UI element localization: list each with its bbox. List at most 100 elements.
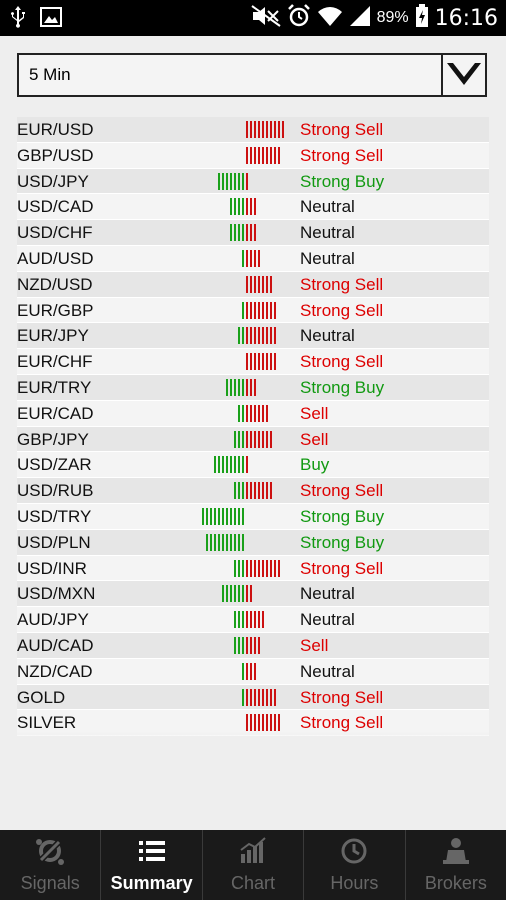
sell-bar [266, 430, 268, 448]
symbol-label: SILVER [17, 713, 77, 733]
sell-bar [282, 121, 284, 138]
sell-bar [266, 275, 268, 293]
buy-bar [234, 224, 236, 242]
list-item[interactable]: GBP/JPY Sell [17, 426, 489, 453]
list-item[interactable]: EUR/TRY Strong Buy [17, 374, 489, 401]
buy-bar [210, 507, 212, 525]
symbol-label: USD/RUB [17, 481, 94, 501]
signal-label: Strong Buy [300, 506, 385, 526]
symbol-label: USD/INR [17, 558, 87, 578]
list-item[interactable]: EUR/JPY Neutral [17, 323, 489, 350]
sell-bar [270, 353, 272, 371]
list-item[interactable]: NZD/CAD Neutral [17, 658, 489, 685]
list-item[interactable]: EUR/USD Strong Sell [17, 117, 489, 143]
timeframe-dropdown[interactable]: 5 Min [17, 53, 487, 97]
sell-bar [250, 121, 252, 138]
signal-label: Sell [300, 635, 329, 655]
tab-signals[interactable]: Signals [0, 830, 102, 900]
signal-strength-bars [246, 275, 272, 293]
sell-bar [270, 327, 272, 345]
list-item[interactable]: USD/JPY Strong Buy [17, 168, 489, 195]
sell-bar [262, 404, 264, 422]
buy-bar [230, 378, 232, 396]
list-item[interactable]: EUR/GBP Strong Sell [17, 297, 489, 324]
list-item[interactable]: AUD/CAD Sell [17, 632, 489, 659]
tab-brokers[interactable]: Brokers [406, 830, 506, 900]
list-item[interactable]: USD/CAD Neutral [17, 194, 489, 221]
sell-bar [250, 404, 252, 422]
signal-label: Neutral [300, 610, 355, 630]
list-item[interactable]: NZD/USD Strong Sell [17, 271, 489, 298]
list-item[interactable]: EUR/CAD Sell [17, 400, 489, 427]
sell-bar [250, 714, 252, 732]
sell-bar [262, 327, 264, 345]
sell-bar [246, 121, 248, 138]
list-item[interactable]: EUR/CHF Strong Sell [17, 349, 489, 375]
buy-bar [226, 378, 228, 396]
usb-icon [10, 6, 26, 33]
signal-strength-bars [230, 224, 256, 242]
sell-bar [266, 559, 268, 577]
symbol-label: USD/JPY [17, 171, 89, 191]
list-item[interactable]: USD/MXN Neutral [17, 581, 489, 608]
signal-strength-bars [226, 378, 256, 396]
list-item[interactable]: USD/RUB Strong Sell [17, 478, 489, 504]
symbol-label: GOLD [17, 687, 66, 707]
buy-bar [214, 456, 216, 474]
buy-bar [238, 585, 240, 603]
tab-chart[interactable]: Chart [203, 830, 305, 900]
list-item[interactable]: USD/PLN Strong Buy [17, 529, 489, 556]
list-item[interactable]: GBP/USD Strong Sell [17, 142, 489, 169]
sell-bar [274, 146, 276, 164]
list-item[interactable]: USD/CHF Neutral [17, 220, 489, 246]
sell-bar [254, 559, 256, 577]
list-item[interactable]: USD/INR Strong Sell [17, 555, 489, 582]
buy-bar [222, 172, 224, 190]
buy-bar [206, 533, 208, 551]
sell-bar [254, 378, 256, 396]
symbol-label: USD/CHF [17, 223, 93, 243]
sell-bar [250, 585, 252, 603]
buy-bar [238, 611, 240, 629]
sell-bar [262, 275, 264, 293]
buy-bar [226, 585, 228, 603]
sell-bar [246, 688, 248, 706]
list-item[interactable]: AUD/USD Neutral [17, 245, 489, 272]
sell-bar [254, 121, 256, 138]
wifi-icon [317, 5, 343, 32]
list-item[interactable]: AUD/JPY Neutral [17, 607, 489, 633]
sell-bar [274, 559, 276, 577]
image-icon [40, 7, 62, 32]
signal-strength-bars [214, 456, 248, 474]
list-item[interactable]: USD/TRY Strong Buy [17, 503, 489, 530]
tab-hours[interactable]: Hours [304, 830, 406, 900]
buy-bar [222, 456, 224, 474]
signal-label: Neutral [300, 223, 355, 243]
sell-bar [258, 146, 260, 164]
sell-bar [250, 327, 252, 345]
buy-bar [242, 456, 244, 474]
list-item[interactable]: USD/ZAR Buy [17, 452, 489, 479]
signal-summary-list[interactable]: EUR/USD Strong Sell GBP/USD Strong Sell USD/… [17, 117, 489, 741]
sell-bar [246, 378, 248, 396]
symbol-label: AUD/CAD [17, 635, 94, 655]
buy-bar [238, 172, 240, 190]
signal-label: Strong Sell [300, 274, 384, 294]
sell-bar [246, 249, 248, 267]
battery-percent: 89% [376, 9, 409, 26]
signal-label: Strong Sell [300, 145, 384, 165]
sell-bar [262, 611, 264, 629]
tab-summary[interactable]: Summary [101, 830, 203, 900]
sell-bar [250, 559, 252, 577]
dropdown-toggle[interactable] [441, 55, 485, 95]
sell-bar [254, 611, 256, 629]
buy-bar [226, 507, 228, 525]
broker-icon [441, 836, 471, 871]
sell-bar [246, 662, 248, 680]
sell-bar [262, 430, 264, 448]
list-item[interactable]: GOLD Strong Sell [17, 684, 489, 711]
signal-strength-bars [242, 688, 276, 706]
buy-bar [226, 172, 228, 190]
buy-bar [238, 430, 240, 448]
sell-bar [266, 327, 268, 345]
